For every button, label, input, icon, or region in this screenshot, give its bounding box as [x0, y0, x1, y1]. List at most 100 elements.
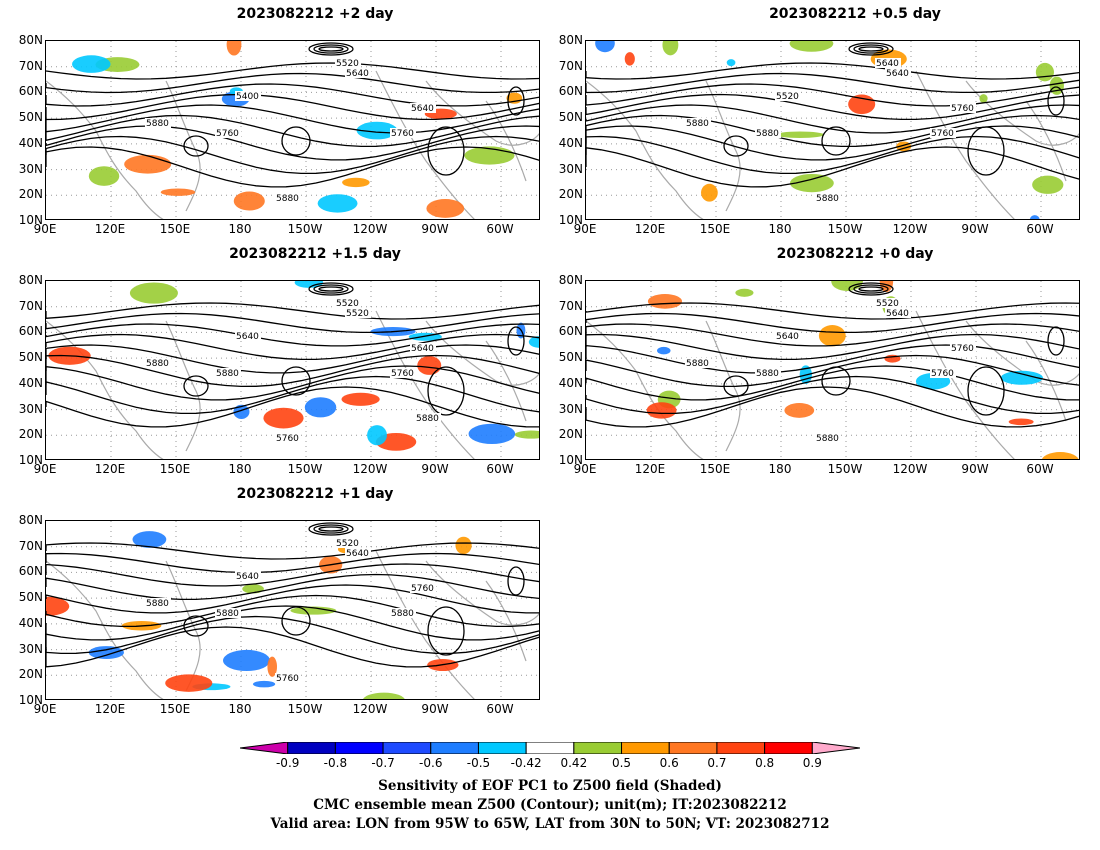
- contour-label: 5880: [756, 129, 779, 139]
- lat-tick-label: 10N: [558, 213, 583, 227]
- sensitivity-shade: [124, 154, 172, 174]
- sensitivity-shade: [831, 281, 863, 291]
- contour-label: 5880: [686, 359, 709, 369]
- z500-contour: [46, 615, 539, 655]
- lat-tick-label: 80N: [558, 33, 583, 47]
- z500-contour: [586, 83, 1079, 107]
- z500-contour: [46, 542, 539, 560]
- contour-label-bg: [145, 358, 171, 368]
- contour-label-bg: [930, 128, 956, 138]
- lat-tick-label: 80N: [18, 33, 43, 47]
- sensitivity-shade: [317, 194, 358, 213]
- z500-closed-contour: [308, 42, 354, 56]
- z500-closed-contour: [723, 375, 749, 397]
- map-plot: 5520 5640 5640 5760 5880 5760 5880 5880: [45, 520, 540, 700]
- lon-tick-label: 150E: [699, 462, 731, 476]
- sensitivity-shade: [160, 188, 196, 196]
- lon-tick-label: 120E: [94, 702, 126, 716]
- sensitivity-shade: [252, 680, 276, 688]
- lon-tick-label: 120E: [634, 462, 666, 476]
- z500-closed-contour: [848, 42, 894, 56]
- contour-label: 5880: [391, 609, 414, 619]
- lat-axis: 80N 70N 60N 50N 40N 30N 20N 10N: [5, 513, 43, 707]
- lon-tick-label: 120E: [94, 462, 126, 476]
- z500-closed-contour: [858, 286, 884, 292]
- z500-contour: [586, 365, 1079, 401]
- z500-closed-contour: [281, 366, 311, 396]
- contour-label-bg: [345, 548, 371, 558]
- coastline: [375, 550, 475, 699]
- lat-tick-label: 50N: [18, 110, 43, 125]
- colorbar-tick-label: 0.7: [707, 756, 727, 770]
- z500-closed-contour: [318, 286, 344, 292]
- contour-label: 5640: [776, 332, 799, 342]
- contour-label: 5640: [411, 104, 434, 114]
- contour-label: 5640: [236, 572, 259, 582]
- contour-label: 5880: [816, 194, 839, 204]
- lon-tick-label: 150E: [699, 222, 731, 236]
- coastline: [485, 340, 527, 422]
- z500-contour: [46, 375, 539, 415]
- sensitivity-shade: [1000, 370, 1043, 385]
- lon-tick-label: 120W: [892, 222, 928, 236]
- lat-tick-label: 30N: [18, 401, 43, 416]
- contour-label: 5640: [876, 59, 899, 69]
- contour-label-bg: [390, 368, 416, 378]
- lon-tick-label: 180: [228, 702, 252, 716]
- lat-tick-label: 70N: [18, 538, 43, 553]
- colorbar-tick-label: -0.5: [466, 756, 491, 770]
- z500-contour: [46, 125, 539, 161]
- z500-closed-contour: [318, 526, 344, 532]
- contour-label-bg: [215, 368, 241, 378]
- coastline: [705, 80, 741, 212]
- lat-tick-label: 60N: [18, 564, 43, 579]
- sensitivity-shade: [775, 131, 825, 138]
- contour-label-bg: [885, 308, 911, 318]
- contour-label: 5880: [146, 359, 169, 369]
- z500-closed-contour: [853, 44, 889, 54]
- colorbar: [240, 742, 860, 754]
- contour-label: 5400: [236, 92, 259, 102]
- lon-tick-label: 150W: [287, 462, 323, 476]
- z500-contour: [46, 114, 539, 148]
- z500-contour: [46, 584, 539, 614]
- contour-label: 5880: [686, 119, 709, 129]
- contour-label-bg: [775, 331, 801, 341]
- sensitivity-shade: [342, 177, 370, 188]
- lat-tick-label: 60N: [18, 84, 43, 99]
- z500-contour: [586, 323, 1079, 347]
- sensitivity-shade: [72, 55, 111, 73]
- z500-closed-contour: [313, 524, 349, 534]
- lon-tick-label: 120W: [352, 702, 388, 716]
- coastline: [165, 320, 201, 452]
- z500-contour: [46, 146, 539, 188]
- lat-tick-label: 30N: [18, 641, 43, 656]
- lon-tick-label: 90E: [33, 462, 57, 476]
- colorbar-segment: [382, 742, 432, 754]
- contour-label-bg: [145, 598, 171, 608]
- z500-contour: [586, 114, 1079, 148]
- coastline: [425, 560, 539, 626]
- z500-closed-contour: [281, 606, 311, 636]
- contour-label: 5640: [411, 344, 434, 354]
- sensitivity-shade: [528, 336, 539, 348]
- panel-plus15: 2023082212 +1.5 day 80N 70N 60N 50N 40N 30N 20…: [19, 246, 585, 495]
- z500-closed-contour: [821, 366, 851, 396]
- colorbar-segment: [334, 742, 384, 754]
- sensitivity-shade: [1032, 175, 1064, 194]
- sensitivity-shade: [514, 430, 539, 439]
- z500-contour: [46, 344, 539, 374]
- z500-contour: [46, 312, 539, 334]
- lon-tick-label: 120E: [634, 222, 666, 236]
- contour-label-bg: [390, 608, 416, 618]
- coastline: [485, 580, 527, 662]
- z500-closed-contour: [318, 46, 344, 52]
- lon-tick-label: 150W: [827, 462, 863, 476]
- lon-tick-label: 180: [228, 462, 252, 476]
- panel-plus1: 2023082212 +1 day 80N 70N 60N 50N 40N 30N 20N 1…: [19, 486, 585, 735]
- lat-tick-label: 30N: [18, 161, 43, 176]
- z500-contour: [586, 344, 1079, 374]
- contour-label: 5760: [951, 104, 974, 114]
- contour-label-bg: [335, 298, 361, 308]
- sensitivity-shade: [88, 166, 120, 186]
